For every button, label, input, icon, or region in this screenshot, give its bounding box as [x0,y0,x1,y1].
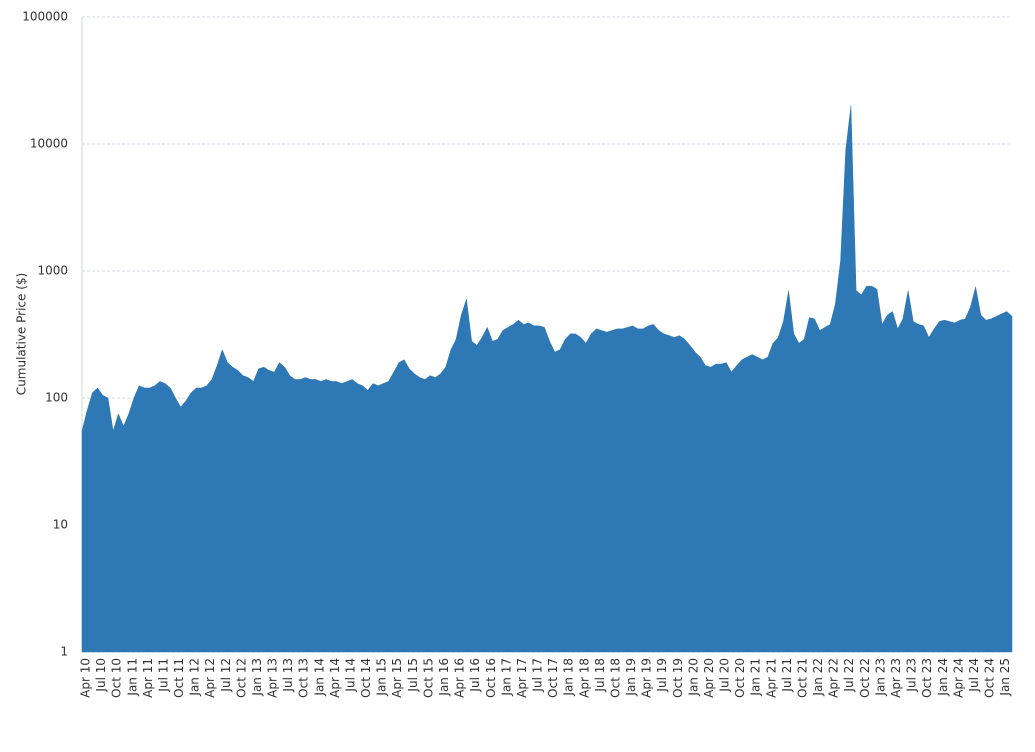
x-tick-label: Jul 17 [531,658,545,693]
x-tick-label: Apr 16 [453,658,467,698]
y-tick-label: 100 [45,391,68,405]
x-tick-label: Jul 12 [219,658,233,693]
x-tick-label: Apr 14 [328,658,342,698]
x-tick-label: Oct 16 [484,658,498,698]
x-tick-label: Jul 11 [156,658,170,693]
x-tick-label: Jan 17 [499,658,513,697]
y-tick-label: 100000 [22,10,68,24]
x-tick-label: Apr 18 [577,658,591,698]
x-tick-label: Jan 11 [125,658,139,697]
y-tick-label: 1000 [37,264,68,278]
y-tick-label: 10 [53,518,68,532]
x-tick-label: Jul 10 [94,658,108,693]
x-tick-label: Oct 13 [297,658,311,698]
x-tick-label: Jan 20 [686,658,700,697]
x-tick-label: Apr 19 [640,658,654,698]
x-tick-label: Jul 18 [593,658,607,693]
x-tick-label: Jan 14 [312,658,326,697]
x-tick-label: Jul 20 [718,658,732,693]
x-tick-label: Apr 15 [390,658,404,698]
x-tick-label: Jan 12 [188,658,202,697]
x-tick-label: Jul 15 [406,658,420,693]
x-tick-label: Jan 19 [624,658,638,697]
x-tick-label: Oct 15 [421,658,435,698]
x-tick-label: Oct 17 [546,658,560,698]
x-tick-label: Jul 21 [780,658,794,693]
x-tick-label: Oct 19 [671,658,685,698]
x-tick-label: Apr 24 [951,658,965,698]
x-tick-label: Oct 14 [359,658,373,698]
x-tick-label: Jul 14 [343,658,357,693]
y-tick-label: 1 [60,645,68,659]
x-tick-label: Jan 25 [998,658,1012,697]
x-tick-label: Apr 10 [79,658,93,698]
x-tick-label: Jan 18 [562,658,576,697]
x-tick-label: Oct 21 [795,658,809,698]
x-tick-label: Oct 18 [608,658,622,698]
x-tick-label: Apr 21 [764,658,778,698]
x-tick-label: Oct 20 [733,658,747,698]
x-tick-label: Apr 20 [702,658,716,698]
x-tick-label: Apr 13 [266,658,280,698]
x-tick-label: Jul 24 [967,658,981,693]
x-tick-label: Oct 11 [172,658,186,698]
x-tick-label: Oct 12 [234,658,248,698]
x-tick-label: Jul 19 [655,658,669,693]
x-tick-label: Jan 22 [811,658,825,697]
x-tick-label: Apr 22 [827,658,841,698]
y-axis-label: Cumulative Price ($) [15,273,29,395]
x-tick-label: Jul 22 [842,658,856,693]
area [81,105,1013,653]
x-tick-label: Jul 23 [905,658,919,693]
x-tick-label: Apr 12 [203,658,217,698]
x-tick-label: Jan 21 [749,658,763,697]
x-tick-label: Jan 23 [873,658,887,697]
x-tick-label: Jul 16 [468,658,482,693]
x-tick-label: Apr 17 [515,658,529,698]
x-tick-label: Jan 24 [936,658,950,697]
x-tick-label: Oct 10 [110,658,124,698]
x-tick-label: Apr 23 [889,658,903,698]
x-tick-label: Oct 24 [983,658,997,698]
x-tick-label: Jul 13 [281,658,295,693]
x-tick-label: Oct 22 [858,658,872,698]
x-tick-label: Oct 23 [920,658,934,698]
x-tick-label: Jan 15 [375,658,389,697]
x-tick-label: Jan 16 [437,658,451,697]
y-tick-label: 10000 [30,137,68,151]
x-tick-label: Jan 13 [250,658,264,697]
x-tick-label: Apr 11 [141,658,155,698]
